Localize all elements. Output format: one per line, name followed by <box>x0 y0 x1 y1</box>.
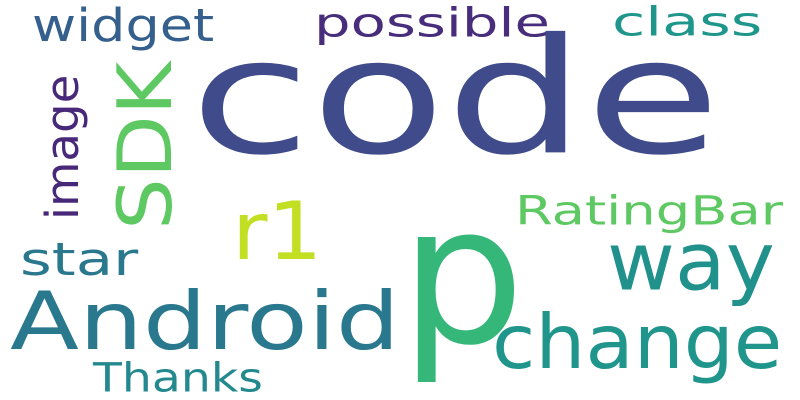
word-ratingbar: RatingBar <box>515 188 784 235</box>
word-code: code <box>190 4 721 191</box>
word-class: class <box>612 0 763 46</box>
word-sdk: SDK <box>101 61 189 230</box>
word-widget: widget <box>32 0 215 52</box>
word-p: p <box>400 163 525 388</box>
word-thanks: Thanks <box>93 354 263 400</box>
word-way: way <box>607 215 775 309</box>
word-r1: r1 <box>232 185 323 279</box>
word-possible: possible <box>314 0 550 46</box>
word-change: change <box>492 298 783 386</box>
word-star: star <box>20 233 139 286</box>
word-image: image <box>36 74 89 221</box>
word-android: Android <box>10 275 400 369</box>
